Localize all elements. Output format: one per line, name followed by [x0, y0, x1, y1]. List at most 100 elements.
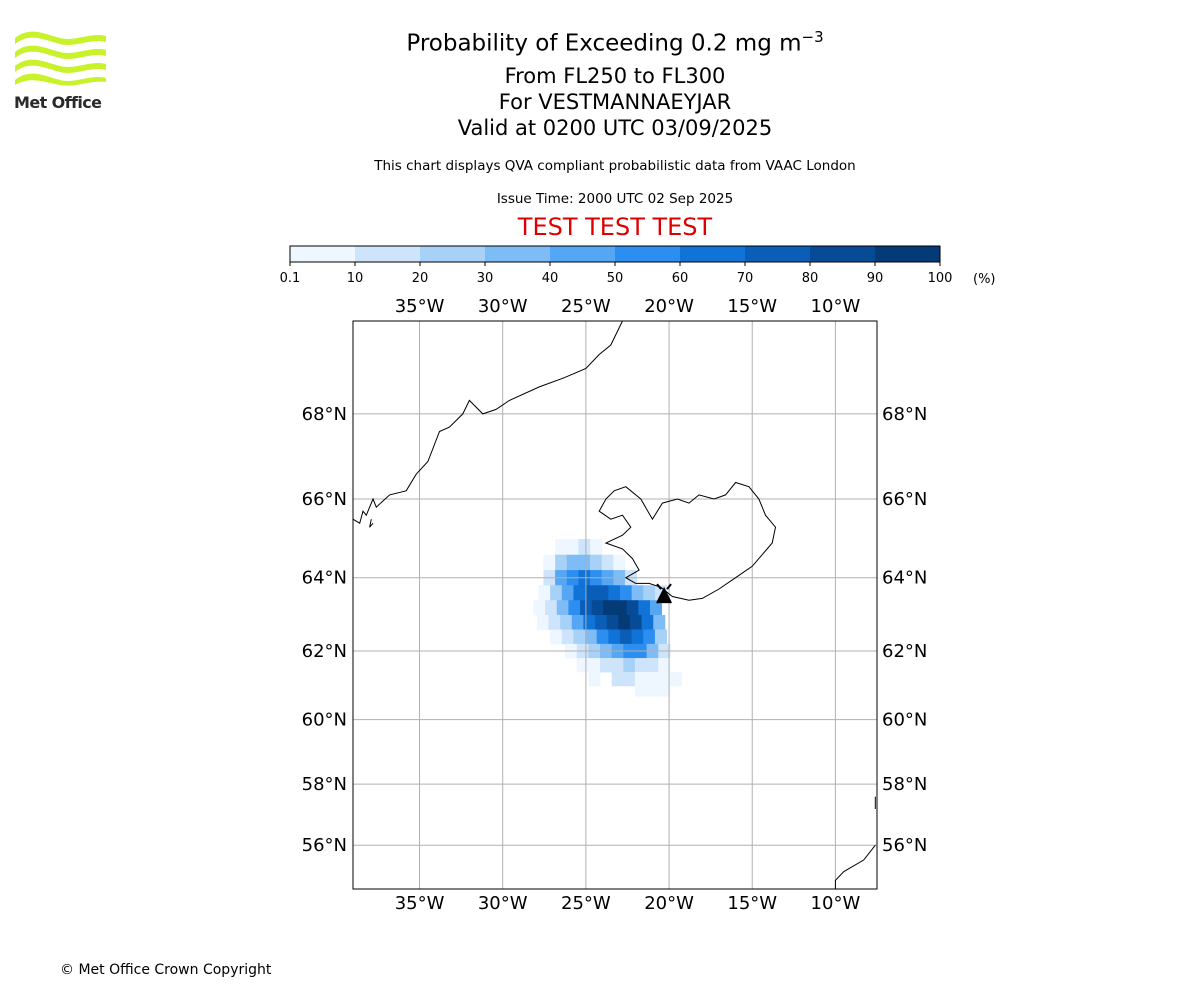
- probability-cell: [585, 585, 598, 601]
- chart-title-valid-time: Valid at 0200 UTC 03/09/2025: [457, 116, 773, 140]
- colorbar-unit-label: (%): [973, 272, 996, 287]
- probability-cell: [566, 554, 579, 571]
- colorbar-segment: [875, 246, 941, 262]
- probability-field: [533, 539, 682, 697]
- probability-cell: [600, 658, 613, 673]
- probability-cell: [601, 554, 614, 571]
- probability-cell: [658, 682, 671, 697]
- probability-cell: [588, 658, 601, 673]
- ireland-coastline: [834, 844, 876, 889]
- probability-cell: [585, 629, 598, 645]
- iceland-coastline: [598, 481, 777, 601]
- colorbar-segment: [355, 246, 421, 262]
- probability-cell: [653, 614, 666, 630]
- probability-cell: [611, 658, 624, 673]
- lon-label-top: 35°W: [395, 296, 445, 317]
- probability-cell: [545, 600, 558, 616]
- map-chart: 35°W 35°W 30°W 30°W 25°W 25°W 20°W 20°W 15°W 15°W…: [302, 296, 928, 914]
- probability-cell: [629, 614, 643, 630]
- probability-cell: [590, 554, 603, 571]
- coastlines: [352, 320, 876, 889]
- lon-label-bottom: 35°W: [395, 893, 445, 914]
- probability-cell: [571, 614, 584, 630]
- colorbar-tick-label: 40: [542, 271, 559, 286]
- lat-label-right: 58°N: [882, 774, 927, 795]
- lat-label-left: 64°N: [302, 568, 347, 589]
- probability-cell: [591, 600, 604, 616]
- probability-cell: [608, 585, 621, 601]
- probability-cell: [623, 672, 636, 687]
- probability-cell: [595, 614, 608, 630]
- probability-cell: [550, 585, 563, 601]
- probability-cell: [643, 585, 656, 601]
- colorbar-segment: [680, 246, 746, 262]
- probability-cell: [578, 554, 591, 571]
- probability-cell: [550, 629, 563, 645]
- lat-label-left: 58°N: [302, 774, 347, 795]
- colorbar-segment: [745, 246, 811, 262]
- chart-title-superscript: −3: [801, 28, 824, 46]
- greenland-coastline: [352, 320, 623, 524]
- colorbar-tick-label: 0.1: [280, 271, 301, 286]
- probability-cell: [578, 539, 591, 556]
- colorbar-tick-label: 100: [928, 271, 953, 286]
- probability-cell: [619, 585, 633, 601]
- probability-cell: [649, 600, 662, 616]
- logo-text: Met Office: [14, 93, 102, 112]
- probability-cell: [631, 585, 644, 601]
- probability-cell: [576, 658, 589, 673]
- lon-label-top: 20°W: [644, 296, 694, 317]
- colorbar-tick-label: 10: [347, 271, 364, 286]
- probability-cell: [641, 614, 654, 630]
- colorbar-segment: [420, 246, 486, 262]
- probability-cell: [538, 585, 551, 601]
- colorbar: 0.1 10 20 30 40 50 60 70 80 90 100 (%): [280, 245, 996, 287]
- probability-cell: [615, 600, 628, 616]
- probability-cell: [654, 629, 667, 645]
- lat-label-right: 62°N: [882, 641, 927, 662]
- lat-label-left: 62°N: [302, 641, 347, 662]
- issue-time: Issue Time: 2000 UTC 02 Sep 2025: [496, 191, 734, 207]
- lon-label-bottom: 30°W: [478, 893, 528, 914]
- lat-label-right: 56°N: [882, 835, 927, 856]
- volcano-marker-icon: [656, 583, 672, 604]
- probability-cell: [561, 629, 574, 645]
- probability-cell: [626, 600, 639, 616]
- probability-cell: [561, 585, 574, 601]
- lon-label-bottom: 15°W: [727, 893, 777, 914]
- colorbar-segment: [485, 246, 551, 262]
- probability-cell: [623, 658, 636, 673]
- chart-title-volcano: For VESTMANNAEYJAR: [498, 90, 732, 114]
- lon-label-top: 25°W: [561, 296, 611, 317]
- probability-cell: [638, 600, 651, 616]
- probability-cell: [643, 629, 656, 645]
- probability-cell: [596, 629, 609, 645]
- probability-cell: [669, 672, 682, 687]
- map-gridlines: [353, 321, 877, 889]
- colorbar-tick-label: 90: [867, 271, 884, 286]
- probability-cell: [543, 554, 556, 571]
- probability-cell: [556, 600, 569, 616]
- probability-cell: [631, 629, 644, 645]
- probability-cell: [566, 539, 579, 556]
- colorbar-segment: [550, 246, 616, 262]
- colorbar-tick-label: 20: [412, 271, 429, 286]
- colorbar-tick-label: 70: [737, 271, 754, 286]
- colorbar-tick-label: 30: [477, 271, 494, 286]
- probability-cell: [619, 629, 633, 645]
- test-banner: TEST TEST TEST: [517, 213, 713, 241]
- probability-cell: [555, 554, 568, 571]
- probability-cell: [646, 682, 659, 697]
- chart-title-main: Probability of Exceeding 0.2 mg m: [406, 30, 802, 57]
- map-frame: [352, 320, 878, 890]
- lon-label-top: 15°W: [727, 296, 777, 317]
- logo-waves-icon: [15, 31, 106, 86]
- colorbar-segment: [615, 246, 681, 262]
- probability-cell: [611, 672, 624, 687]
- lon-label-bottom: 25°W: [561, 893, 611, 914]
- probability-cell: [560, 614, 573, 630]
- lat-label-right: 60°N: [882, 710, 927, 731]
- lat-label-left: 56°N: [302, 835, 347, 856]
- probability-cell: [603, 600, 616, 616]
- lat-label-left: 60°N: [302, 710, 347, 731]
